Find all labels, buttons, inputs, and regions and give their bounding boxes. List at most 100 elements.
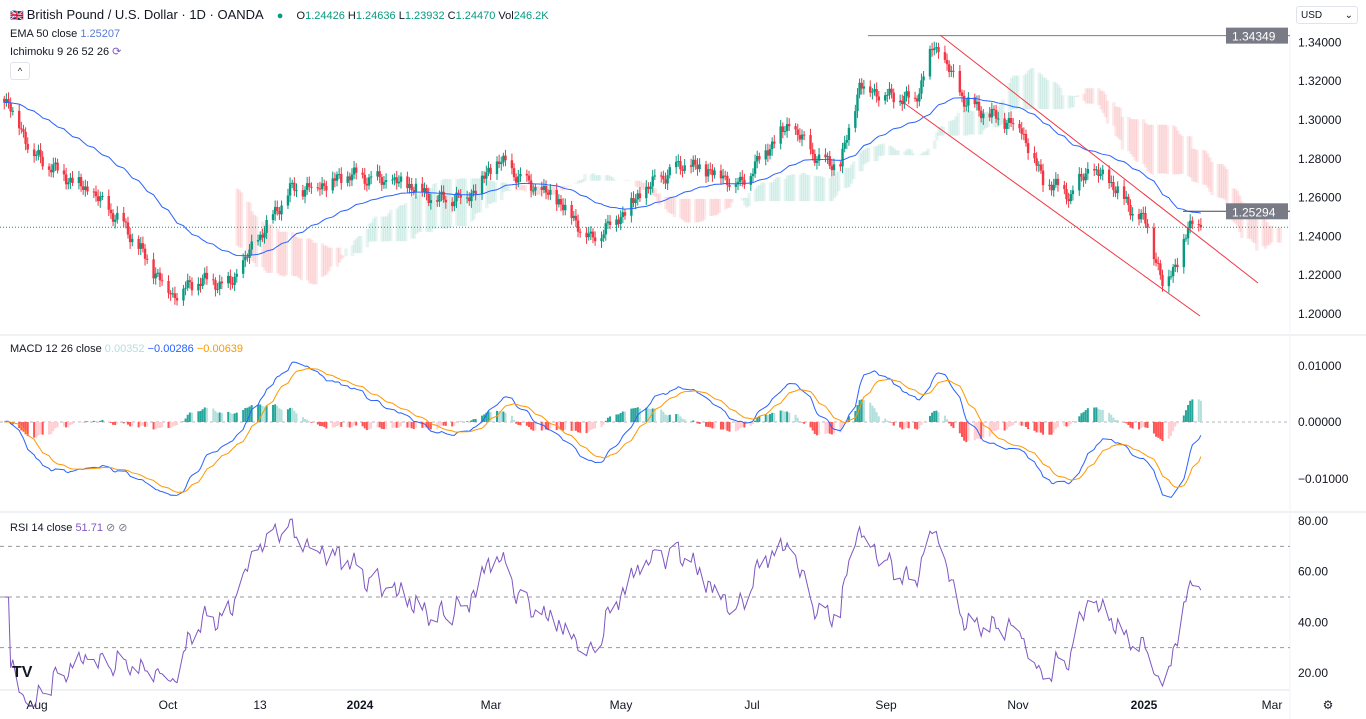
candle <box>572 215 575 219</box>
collapse-legend-button[interactable]: ^ <box>10 62 30 80</box>
macd-histogram-bar <box>609 416 612 422</box>
currency-select[interactable]: USD ⌄ <box>1296 6 1358 24</box>
macd-histogram-bar <box>517 422 520 425</box>
macd-histogram-bar <box>276 405 279 422</box>
rsi-legend[interactable]: RSI 14 close 51.71 ⊘ ⊘ <box>10 521 128 534</box>
macd-histogram-bar <box>1187 404 1190 422</box>
candle <box>933 48 936 51</box>
ichimoku-cloud-segment <box>813 175 818 202</box>
ichimoku-cloud-segment <box>1022 75 1027 110</box>
ichimoku-cloud-segment <box>905 149 909 156</box>
candle <box>713 170 716 176</box>
ichimoku-cloud-segment <box>263 224 267 271</box>
ema-legend[interactable]: EMA 50 close 1.25207 <box>10 28 120 40</box>
ichimoku-cloud-segment <box>715 198 719 215</box>
channel-upper-line <box>939 34 1259 284</box>
macd-histogram-bar <box>37 422 40 436</box>
candle <box>331 178 334 191</box>
candle <box>638 193 642 199</box>
macd-histogram-bar <box>937 412 940 422</box>
macd-histogram-bar <box>818 422 821 435</box>
ichimoku-cloud-segment <box>1267 225 1272 245</box>
time-tick-label: Jul <box>744 698 759 712</box>
macd-histogram-bar <box>632 408 635 422</box>
macd-histogram-bar <box>888 421 891 422</box>
macd-histogram-bar <box>602 422 605 425</box>
ichimoku-cloud-segment <box>1058 87 1063 110</box>
ichimoku-cloud-segment <box>700 198 704 222</box>
macd-histogram-bar <box>1176 422 1179 424</box>
candle <box>1171 267 1175 277</box>
macd-histogram-bar <box>1095 407 1098 422</box>
candle <box>489 167 492 174</box>
macd-histogram-bar <box>340 422 343 427</box>
macd-histogram-bar <box>182 421 185 422</box>
macd-histogram-bar <box>54 422 57 429</box>
symbol-title[interactable]: British Pound / U.S. Dollar · 1D · OANDA <box>26 7 264 22</box>
price-label: 1.25294 <box>1232 205 1276 219</box>
candle <box>527 175 531 181</box>
ichimoku-cloud-segment <box>367 223 372 242</box>
candle <box>348 176 352 181</box>
macd-histogram-bar <box>504 412 507 422</box>
candle <box>1020 128 1023 134</box>
macd-histogram-bar <box>214 411 217 422</box>
candle <box>231 283 234 285</box>
macd-histogram-bar <box>960 422 963 437</box>
ichimoku-cloud-segment <box>860 150 864 172</box>
macd-histogram-bar <box>1161 422 1164 441</box>
macd-histogram-bar <box>1097 408 1100 422</box>
candle <box>259 234 262 241</box>
ichimoku-cloud-segment <box>956 112 960 136</box>
macd-histogram-bar <box>139 422 142 427</box>
candle <box>692 159 695 167</box>
ichimoku-cloud-segment <box>1159 124 1163 174</box>
ichimoku-cloud-segment <box>894 150 899 156</box>
macd-histogram-bar <box>577 422 580 433</box>
macd-histogram-bar <box>525 422 528 426</box>
candle <box>549 189 552 195</box>
macd-histogram-bar <box>289 407 292 422</box>
ichimoku-cloud-segment <box>664 196 668 210</box>
ichimoku-legend[interactable]: Ichimoku 9 26 52 26 ⟳ <box>10 45 121 58</box>
macd-histogram-bar <box>144 422 147 427</box>
candle <box>248 249 251 258</box>
ichimoku-cloud-segment <box>371 218 376 242</box>
macd-histogram-bar <box>534 422 537 431</box>
candle <box>86 186 89 192</box>
macd-histogram-bar <box>440 422 443 426</box>
macd-histogram-bar <box>719 422 722 430</box>
ichimoku-cloud-segment <box>952 119 956 136</box>
macd-histogram-bar <box>1112 417 1115 422</box>
ichimoku-cloud-segment <box>384 216 389 242</box>
macd-histogram-bar <box>634 407 637 422</box>
ichimoku-cloud-segment <box>1146 124 1150 172</box>
ichimoku-cloud-segment <box>1269 225 1274 243</box>
candle <box>832 164 836 171</box>
candle <box>393 177 396 180</box>
ichimoku-cloud-segment <box>563 186 568 188</box>
macd-histogram-bar <box>382 422 385 430</box>
macd-histogram-bar <box>766 414 769 422</box>
ichimoku-cloud-segment <box>954 116 958 136</box>
ichimoku-cloud-segment <box>1265 222 1270 246</box>
ichimoku-cloud-segment <box>395 208 399 242</box>
candle <box>798 134 802 140</box>
time-tick-label: 2025 <box>1131 698 1158 712</box>
macd-histogram-bar <box>114 422 117 426</box>
ichimoku-cloud-segment <box>237 189 242 248</box>
macd-legend[interactable]: MACD 12 26 close 0.00352 −0.00286 −0.006… <box>10 343 243 355</box>
macd-histogram-bar <box>916 422 919 430</box>
candle <box>52 164 55 173</box>
macd-histogram-bar <box>176 422 179 425</box>
ichimoku-cloud-segment <box>519 185 523 191</box>
ichimoku-cloud-segment <box>517 185 521 191</box>
ichimoku-cloud-segment <box>775 177 779 202</box>
macd-histogram-bar <box>1127 422 1130 425</box>
ichimoku-cloud-segment <box>493 182 498 203</box>
macd-histogram-bar <box>250 405 253 422</box>
ichimoku-cloud-segment <box>1188 136 1193 178</box>
candle <box>945 59 949 65</box>
macd-histogram-bar <box>1170 422 1173 436</box>
